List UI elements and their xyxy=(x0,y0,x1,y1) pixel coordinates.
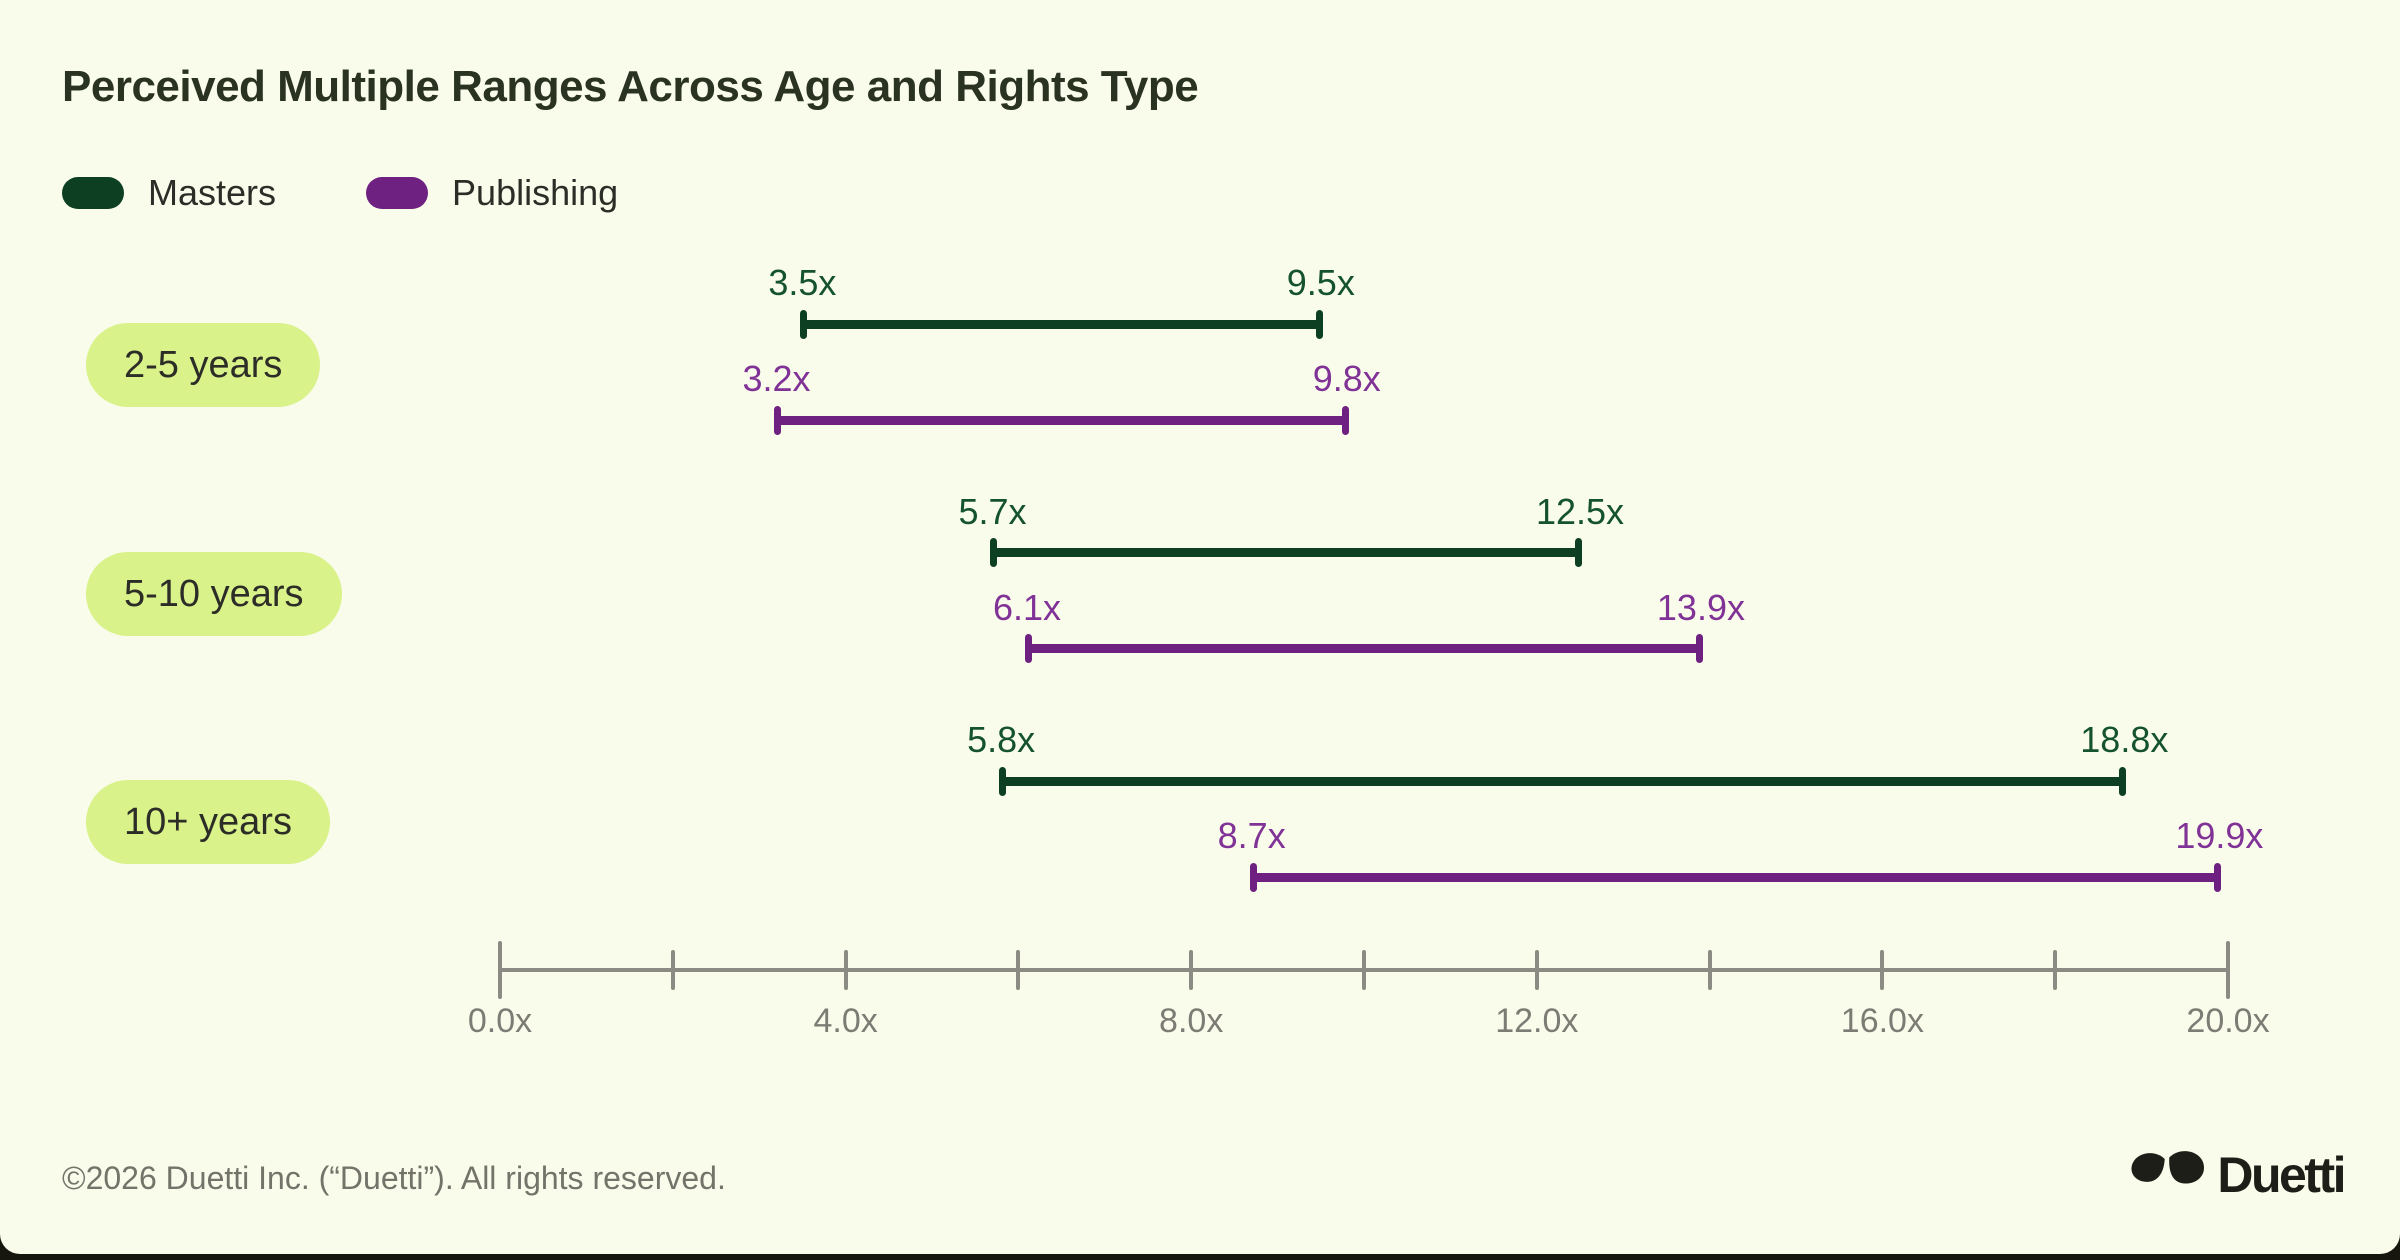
axis-tick xyxy=(2226,941,2230,999)
axis-tick xyxy=(1880,950,1885,990)
category-pill: 5-10 years xyxy=(86,551,342,636)
category-pill: 10+ years xyxy=(86,780,330,864)
range-value-label: 3.5x xyxy=(768,262,837,303)
range-value-label: 6.1x xyxy=(993,586,1062,628)
range-bar-publishing xyxy=(1249,862,2222,892)
legend-label: Masters xyxy=(148,172,277,213)
range-value-label: 5.8x xyxy=(967,719,1036,760)
axis-tick xyxy=(670,950,675,990)
category-pill: 2-5 years xyxy=(86,323,321,407)
range-value-label: 3.2x xyxy=(742,358,811,399)
axis-tick-label: 20.0x xyxy=(2186,1002,2270,1040)
legend: Masters Publishing xyxy=(62,172,618,214)
legend-item-masters: Masters xyxy=(62,172,276,214)
range-value-label: 18.8x xyxy=(2080,719,2169,760)
duetti-leaf-icon xyxy=(2131,1151,2205,1184)
legend-swatch xyxy=(366,177,429,209)
axis-tick xyxy=(498,941,502,999)
axis-tick xyxy=(843,950,848,990)
axis-tick-label: 0.0x xyxy=(467,1002,533,1040)
axis-tick-label: 12.0x xyxy=(1495,1002,1579,1040)
range-value-label: 9.8x xyxy=(1312,358,1381,399)
axis-tick-label: 16.0x xyxy=(1840,1002,1924,1040)
axis-tick xyxy=(1707,950,1712,990)
range-value-label: 19.9x xyxy=(2175,815,2264,856)
axis-tick-label: 4.0x xyxy=(813,1002,878,1040)
copyright-text: ©2026 Duetti Inc. (“Duetti”). All rights… xyxy=(62,1160,726,1196)
brand-wordmark: Duetti xyxy=(2217,1147,2346,1203)
axis-tick xyxy=(1362,950,1366,990)
range-value-label: 13.9x xyxy=(1656,586,1745,628)
legend-label: Publishing xyxy=(452,172,619,213)
legend-item-publishing: Publishing xyxy=(366,172,618,214)
axis-tick xyxy=(1016,950,1021,990)
range-bar-publishing xyxy=(1025,634,1703,663)
chart-title: Perceived Multiple Ranges Across Age and… xyxy=(62,62,1199,111)
axis-tick xyxy=(1534,950,1539,990)
range-bar-masters xyxy=(990,538,1582,567)
range-value-label: 8.7x xyxy=(1217,815,1286,856)
range-bar-masters xyxy=(800,309,1324,339)
range-bar-publishing xyxy=(774,405,1349,435)
range-value-label: 5.7x xyxy=(958,490,1027,532)
axis-tick-label: 8.0x xyxy=(1159,1002,1224,1040)
range-value-label: 12.5x xyxy=(1535,490,1625,532)
axis-tick xyxy=(2053,950,2058,990)
brand-logo: Duetti xyxy=(2129,1146,2346,1204)
range-value-label: 9.5x xyxy=(1286,262,1355,303)
legend-swatch xyxy=(62,177,124,209)
range-bar-masters xyxy=(999,766,2127,796)
axis-tick xyxy=(1189,950,1194,990)
